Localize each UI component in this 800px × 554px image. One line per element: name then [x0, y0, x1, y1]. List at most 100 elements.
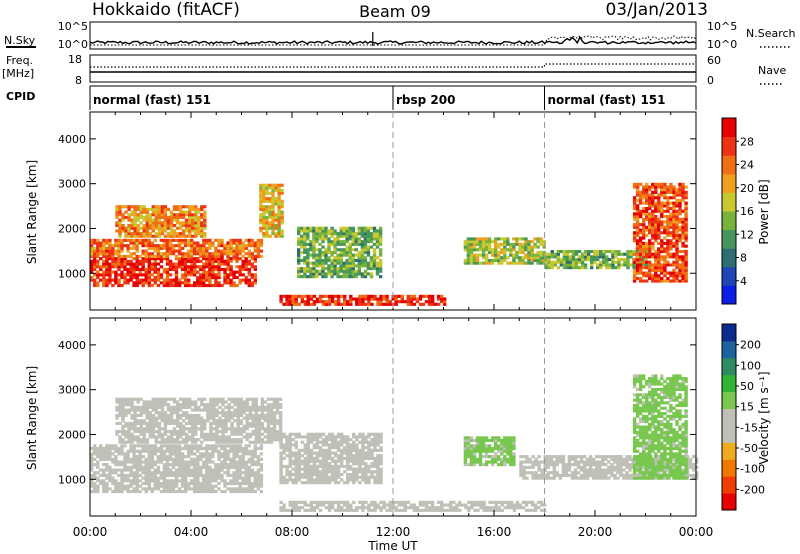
heatmap-cell: [138, 455, 142, 459]
heatmap-cell: [294, 467, 298, 471]
heatmap-cell: [346, 475, 350, 479]
heatmap-cell: [175, 405, 180, 409]
heatmap-cell: [178, 213, 183, 217]
heatmap-cell: [133, 229, 137, 233]
heatmap-cell: [327, 229, 331, 233]
heatmap-cell: [144, 444, 148, 448]
heatmap-cell: [178, 430, 183, 434]
heatmap-cell: [217, 476, 221, 480]
heatmap-cell: [657, 228, 661, 232]
heatmap-cell: [162, 457, 167, 461]
heatmap-cell: [306, 297, 310, 301]
heatmap-cell: [217, 471, 221, 475]
heatmap-cell: [141, 449, 145, 453]
heatmap-cell: [218, 419, 222, 423]
heatmap-cell: [288, 443, 292, 447]
heatmap-cell: [373, 435, 377, 439]
heatmap-cell: [475, 240, 480, 244]
heatmap-cell: [150, 460, 154, 464]
heatmap-cell: [147, 262, 151, 266]
heatmap-cell: [168, 249, 173, 253]
heatmap-cell: [518, 258, 522, 262]
heatmap-cell: [153, 484, 157, 488]
heatmap-cell: [663, 185, 667, 189]
heatmap-cell: [324, 232, 328, 236]
heatmap-cell: [253, 249, 257, 253]
heatmap-cell: [342, 272, 346, 276]
heatmap-cell: [248, 405, 252, 409]
heatmap-cell: [229, 252, 233, 256]
heatmap-cell: [247, 284, 251, 288]
heatmap-cell: [391, 506, 395, 510]
heatmap-cell: [515, 237, 519, 241]
heatmap-cell: [235, 463, 239, 467]
heatmap-cell: [215, 421, 219, 425]
heatmap-cell: [111, 252, 115, 256]
heatmap-cell: [681, 217, 685, 221]
heatmap-cell: [247, 452, 251, 456]
heatmap-cell: [388, 300, 392, 304]
heatmap-cell: [327, 464, 332, 468]
heatmap-cell: [635, 244, 640, 248]
heatmap-cell: [336, 435, 341, 439]
heatmap-cell: [227, 419, 231, 423]
heatmap-cell: [194, 218, 198, 222]
heatmap-cell: [306, 456, 310, 460]
heatmap-cell: [111, 460, 115, 464]
heatmap-cell: [108, 444, 112, 448]
colorbar-swatch: [722, 211, 736, 231]
heatmap-cell: [197, 419, 201, 423]
heatmap-cell: [265, 183, 269, 187]
heatmap-cell: [382, 294, 386, 298]
heatmap-cell: [254, 424, 258, 428]
heatmap-cell: [271, 215, 275, 219]
heatmap-cell: [233, 419, 237, 423]
heatmap-cell: [515, 242, 519, 246]
heatmap-cell: [666, 209, 670, 213]
heatmap-cell: [211, 254, 215, 258]
heatmap-cell: [191, 400, 195, 404]
heatmap-cell: [217, 449, 221, 453]
heatmap-cell: [657, 223, 661, 227]
heatmap-cell: [124, 229, 128, 233]
heatmap-cell: [312, 456, 317, 460]
heatmap-cell: [147, 452, 151, 456]
heatmap-cell: [638, 271, 643, 275]
heatmap-cell: [388, 503, 392, 507]
heatmap-cell: [599, 250, 603, 254]
heatmap-cell: [388, 500, 392, 504]
heatmap-cell: [197, 207, 201, 211]
heatmap-cell: [208, 257, 212, 261]
heatmap-cell: [297, 473, 301, 477]
heatmap-cell: [191, 229, 195, 233]
heatmap-cell: [539, 256, 543, 260]
heatmap-cell: [190, 473, 194, 477]
heatmap-cell: [165, 463, 170, 467]
heatmap-cell: [254, 438, 258, 442]
heatmap-cell: [361, 459, 365, 463]
heatmap-cell: [620, 252, 624, 256]
heatmap-cell: [126, 244, 130, 248]
heatmap-cell: [190, 252, 194, 256]
heatmap-cell: [345, 237, 349, 241]
heatmap-cell: [309, 435, 314, 439]
heatmap-cell: [472, 258, 477, 262]
heatmap-cell: [268, 183, 272, 187]
heatmap-cell: [358, 459, 362, 463]
heatmap-cell: [205, 254, 209, 258]
heatmap-cell: [250, 460, 254, 464]
heatmap-cell: [315, 432, 320, 436]
heatmap-cell: [214, 444, 218, 448]
heatmap-cell: [153, 278, 157, 282]
heatmap-cell: [400, 297, 404, 301]
heatmap-cell: [357, 258, 361, 262]
heatmap-cell: [232, 465, 236, 469]
heatmap-cell: [282, 435, 286, 439]
heatmap-cell: [147, 484, 151, 488]
heatmap-cell: [355, 456, 359, 460]
heatmap-cell: [233, 438, 237, 442]
heatmap-cell: [666, 196, 670, 200]
heatmap-cell: [193, 284, 197, 288]
heatmap-cell: [135, 473, 139, 477]
heatmap-cell: [148, 215, 152, 219]
